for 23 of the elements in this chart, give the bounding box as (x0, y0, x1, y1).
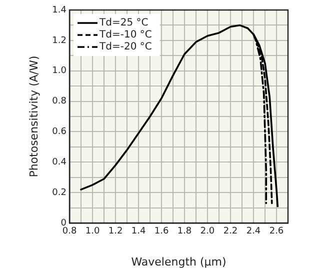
text: 1.0 (85, 226, 100, 237)
legend-label: Td=25 °C (98, 18, 148, 29)
legend-label: Td=-20 °C (98, 42, 152, 53)
y-tick-label: 1.4 (52, 5, 67, 16)
y-tick-label: 0.4 (52, 157, 67, 168)
x-tick-label: 1.4 (131, 226, 146, 237)
y-tick-label: 1.2 (52, 36, 67, 46)
y-tick-label: 0.2 (52, 188, 67, 198)
text: 2.0 (200, 226, 215, 237)
x-tick-label: 1.2 (108, 226, 123, 237)
y-tick-label: 0.8 (52, 96, 67, 107)
y-tick-label: 0.6 (52, 127, 67, 138)
x-tick-label: 1.6 (154, 226, 169, 237)
x-axis-title: Wavelength (µm) (131, 255, 226, 268)
x-tick-label: 2.4 (246, 226, 261, 237)
text: 1.0 (52, 66, 67, 76)
x-tick-label: 2.2 (223, 226, 238, 237)
y-axis-title: Photosensitivity (A/W) (27, 56, 40, 178)
x-tick-label: 0.8 (62, 226, 77, 237)
x-tick-label: 1.8 (177, 226, 192, 237)
x-tick-label: 2.6 (269, 226, 284, 237)
y-tick-label: 0 (60, 218, 67, 228)
legend-label: Td=-10 °C (98, 30, 152, 41)
